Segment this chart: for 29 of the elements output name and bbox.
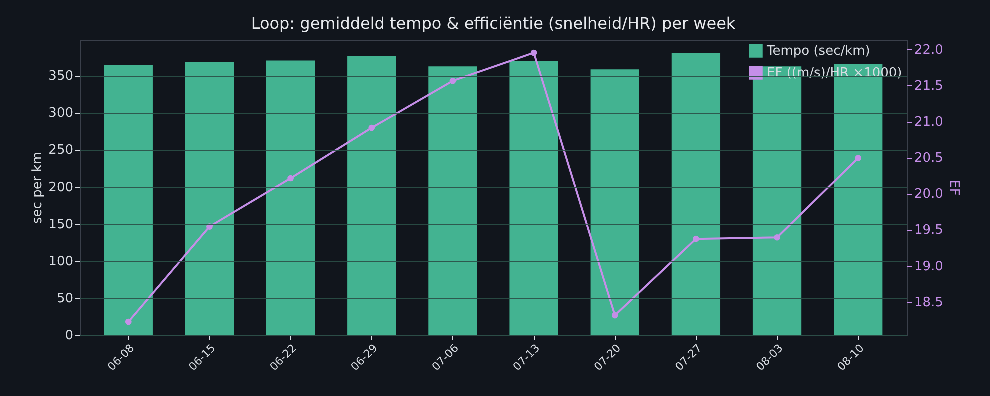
- point: [125, 318, 132, 326]
- y2-tick-label: 21.0: [914, 115, 944, 130]
- point: [774, 234, 780, 241]
- point: [368, 124, 376, 132]
- point: [693, 236, 700, 242]
- y-tick-label: 100: [48, 254, 74, 270]
- y2-tick-label: 22.0: [914, 42, 944, 58]
- y-axis-title: sec per km: [30, 152, 46, 224]
- y-tick-label: 300: [48, 106, 74, 122]
- point: [612, 312, 618, 319]
- legend-label: Tempo (sec/km): [766, 44, 870, 59]
- y-tick-label: 350: [48, 69, 74, 84]
- point: [288, 175, 294, 182]
- point: [450, 78, 456, 84]
- y2-tick-label: 20.0: [914, 187, 944, 202]
- y-tick-label: 200: [48, 180, 74, 196]
- y-tick-label: 0: [65, 328, 74, 344]
- y2-axis-title: EF: [946, 180, 962, 196]
- y-tick-label: 250: [48, 143, 74, 158]
- point: [855, 155, 862, 162]
- y2-tick-label: 19.5: [914, 223, 944, 238]
- y2-tick-label: 18.5: [914, 295, 944, 310]
- y2-tick-label: 21.5: [914, 78, 944, 94]
- y-tick-label: 50: [56, 291, 74, 306]
- chart-title: Loop: gemiddeld tempo & efficiëntie (snelheid/HR) per week: [251, 14, 736, 33]
- y2-tick-label: 19.0: [914, 259, 944, 274]
- y2-tick-label: 20.5: [914, 151, 944, 166]
- point: [530, 50, 538, 56]
- y-tick-label: 150: [48, 217, 74, 232]
